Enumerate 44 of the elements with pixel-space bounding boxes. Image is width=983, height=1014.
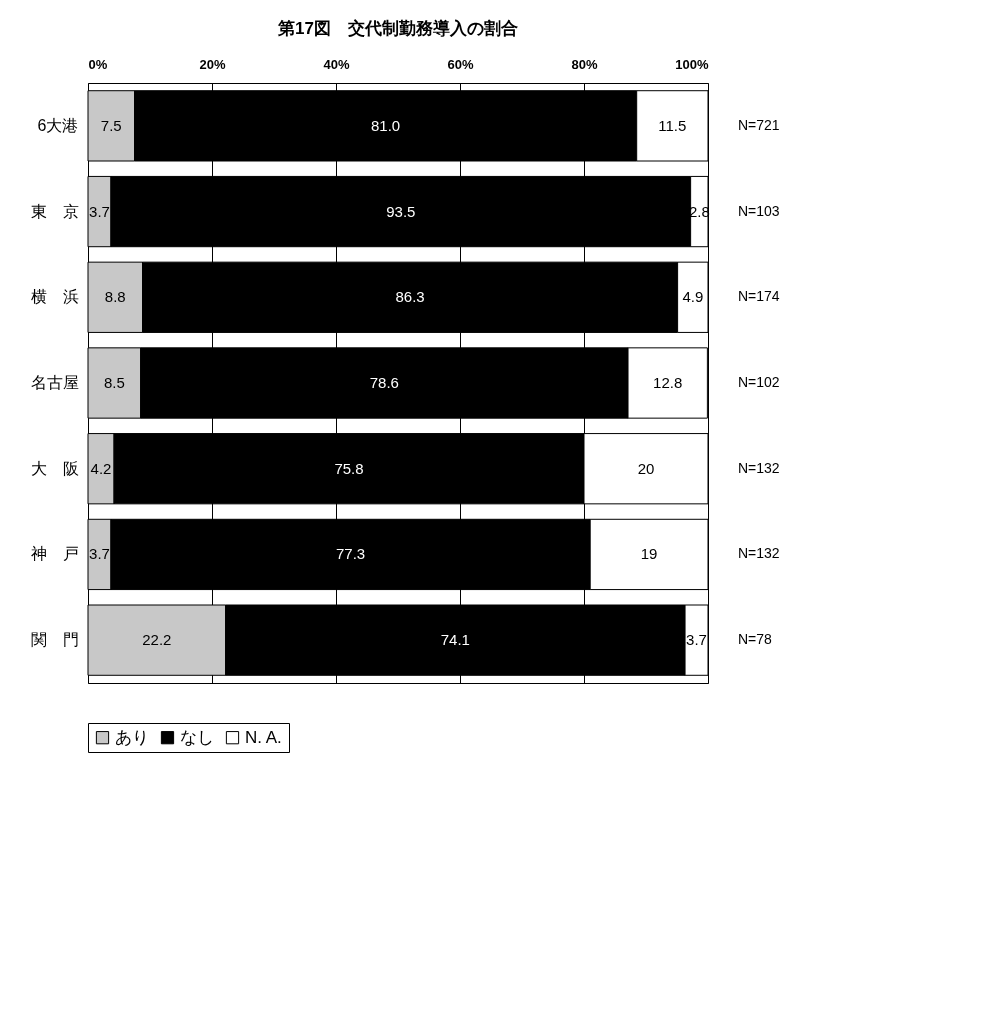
x-tick-label: 0% (88, 56, 108, 72)
data-label: 75.8 (334, 459, 364, 477)
y-tick-label: 東 京 (30, 202, 79, 220)
y-tick-label: 6大港 (37, 116, 79, 134)
data-label: 78.6 (369, 374, 399, 391)
data-label: 7.5 (100, 116, 122, 134)
text: N=721 (738, 116, 780, 133)
data-label: 8.5 (103, 374, 125, 391)
data-label: 4.9 (682, 288, 704, 306)
x-tick-label: 80% (571, 56, 598, 72)
text: N=174 (738, 288, 780, 305)
data-label: 86.3 (395, 288, 425, 306)
data-label: 93.5 (386, 202, 416, 220)
data-label: 20 (637, 459, 655, 477)
data-label: 3.7 (686, 631, 707, 649)
data-label: 77.3 (335, 545, 366, 563)
chart-title: 第17図 交代制勤務導入の割合 (277, 19, 518, 38)
legend-label: なし (180, 727, 214, 747)
x-tick-label: 60% (447, 56, 474, 72)
y-tick-label: 大 阪 (30, 459, 79, 477)
data-label: 81.0 (371, 116, 401, 134)
y-tick-label: 横 浜 (30, 288, 79, 306)
data-label: 3.7 (89, 545, 110, 563)
legend-label: N. A. (245, 727, 282, 747)
y-tick-label: 関 門 (30, 631, 79, 649)
x-tick-label: 40% (323, 56, 350, 72)
data-label: 4.2 (90, 459, 112, 477)
text: N=102 (738, 374, 780, 390)
text: N=132 (738, 459, 780, 476)
data-label: 3.7 (89, 202, 110, 220)
text: N=78 (738, 631, 773, 648)
data-label: 74.1 (440, 631, 470, 649)
y-tick-label: 名古屋 (30, 374, 79, 391)
x-tick-label: 100% (675, 56, 709, 72)
x-tick-label: 20% (199, 56, 226, 72)
text: N=132 (738, 545, 780, 562)
data-label: 19 (640, 545, 658, 563)
data-label: 8.8 (104, 288, 126, 306)
data-label: 22.2 (142, 631, 172, 649)
text: N=103 (738, 202, 780, 219)
legend-label: あり (115, 727, 149, 747)
data-label: 12.8 (653, 374, 683, 391)
data-label: 11.5 (658, 116, 687, 134)
y-tick-label: 神 戸 (30, 545, 79, 563)
